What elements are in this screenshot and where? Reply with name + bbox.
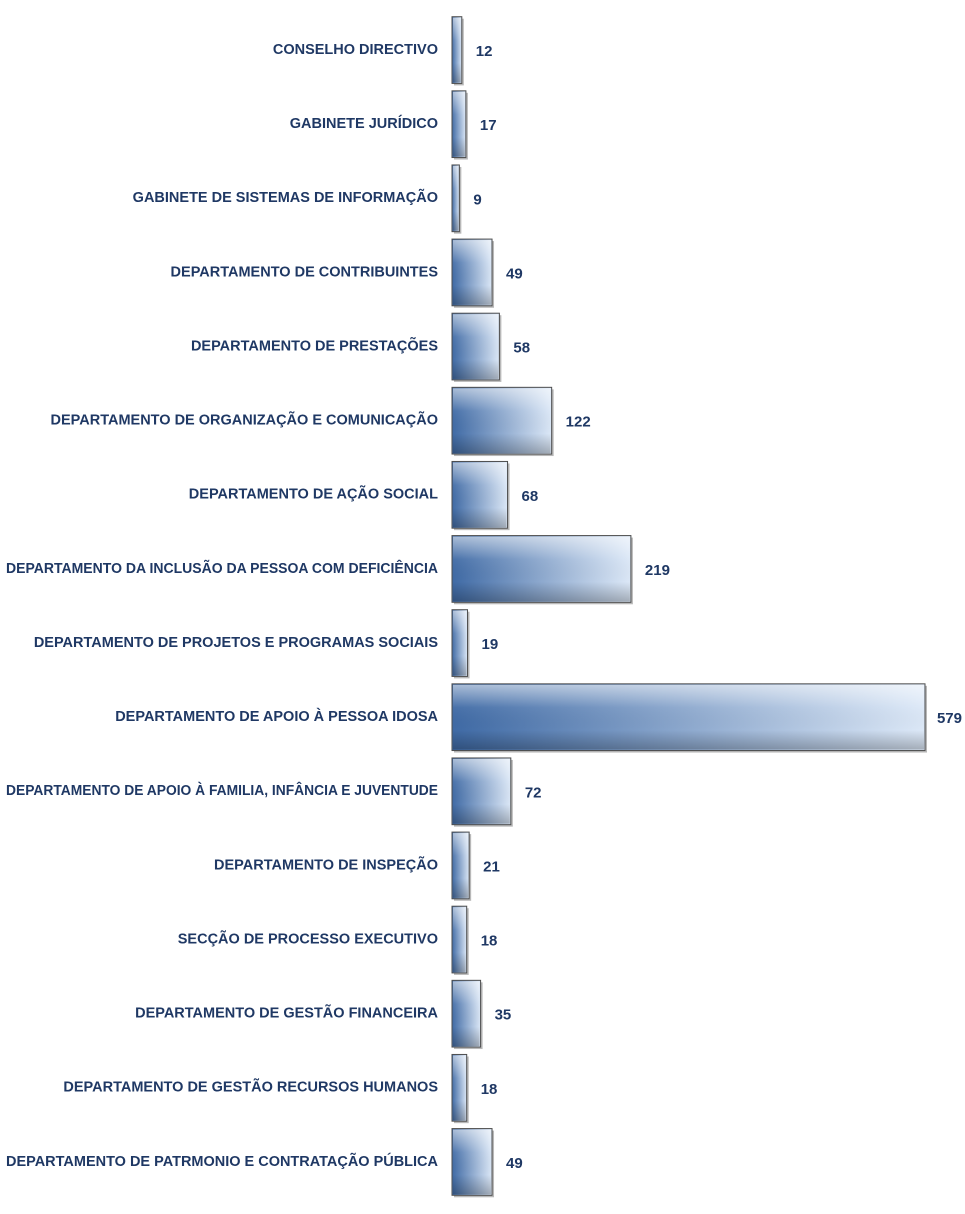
bar [451, 460, 510, 531]
bar-bevel [453, 165, 459, 231]
category-label: DEPARTAMENTO DE CONTRIBUINTES [171, 264, 439, 280]
bar [451, 238, 495, 308]
bar [451, 164, 462, 234]
bar-bevel [453, 388, 551, 454]
category-label: DEPARTAMENTO DE AÇÃO SOCIAL [189, 485, 438, 503]
bar [451, 979, 483, 1050]
category-label: DEPARTAMENTO DE ORGANIZAÇÃO E COMUNICAÇÃ… [51, 411, 438, 429]
bar-bevel [453, 981, 480, 1047]
bar-bevel [453, 17, 461, 83]
bar-bevel [453, 758, 510, 824]
bar [451, 831, 472, 901]
category-labels: CONSELHO DIRECTIVO GABINETE JURÍDICO GABIN… [6, 42, 439, 1170]
category-label: DEPARTAMENTO DE APOIO À FAMILIA, INFÂNCI… [6, 781, 438, 799]
category-label: DEPARTAMENTO DE PRESTAÇÕES [191, 336, 438, 354]
category-label: DEPARTAMENTO DE GESTÃO FINANCEIRA [135, 1004, 438, 1022]
bar [451, 386, 554, 457]
bar-bevel [453, 240, 492, 305]
bar [451, 609, 470, 679]
value-label: 219 [645, 562, 670, 579]
bar [451, 312, 502, 382]
value-label: 49 [506, 265, 523, 282]
bar-bevel [453, 610, 467, 676]
bar [451, 16, 464, 86]
value-label: 68 [522, 488, 539, 505]
category-label: DEPARTAMENTO DE GESTÃO RECURSOS HUMANOS [63, 1078, 438, 1096]
bar-bevel [453, 684, 924, 750]
category-label: DEPARTAMENTO DE APOIO À PESSOA IDOSA [115, 708, 438, 725]
category-label: DEPARTAMENTO DE PATRMONIO E CONTRATAÇÃO … [6, 1152, 439, 1170]
category-label: GABINETE DE SISTEMAS DE INFORMAÇÃO [133, 188, 438, 206]
bar [451, 535, 633, 605]
value-label: 18 [481, 1081, 498, 1098]
category-label: DEPARTAMENTO DE PROJETOS E PROGRAMAS SOC… [34, 635, 439, 651]
bar [451, 905, 469, 975]
bar [451, 1053, 469, 1124]
category-label: GABINETE JURÍDICO [290, 115, 438, 132]
bar-bevel [453, 907, 466, 972]
bar [451, 1128, 495, 1198]
value-label: 12 [476, 43, 493, 60]
value-label: 9 [473, 191, 481, 208]
value-label: 35 [495, 1007, 512, 1024]
value-label: 18 [481, 933, 498, 950]
value-label: 49 [506, 1155, 523, 1172]
value-label: 17 [480, 117, 497, 134]
bar-bevel [453, 314, 499, 379]
bar-bevel [453, 91, 465, 157]
bar [451, 90, 468, 160]
category-label: DEPARTAMENTO DE INSPEÇÃO [214, 855, 438, 873]
bar-bevel [453, 462, 507, 528]
bar [451, 757, 513, 827]
bar-bevel [453, 833, 469, 898]
bar-bevel [453, 1055, 466, 1121]
bars-layer [451, 16, 927, 1198]
value-label: 21 [483, 858, 500, 875]
value-label: 579 [937, 710, 962, 727]
bar-bevel [453, 1129, 492, 1195]
value-label: 122 [566, 414, 591, 431]
value-labels: 12 17 9 49 58 122 68 219 19 579 72 21 18 35 18 49 [473, 43, 962, 1172]
value-label: 72 [525, 784, 542, 801]
bar [451, 683, 927, 753]
category-label: DEPARTAMENTO DA INCLUSÃO DA PESSOA COM D… [6, 559, 439, 577]
value-label: 58 [513, 340, 530, 357]
bar-bevel [453, 536, 630, 602]
category-label: CONSELHO DIRECTIVO [273, 42, 438, 58]
category-label: SECÇÃO DE PROCESSO EXECUTIVO [178, 929, 438, 947]
value-label: 19 [482, 636, 499, 653]
